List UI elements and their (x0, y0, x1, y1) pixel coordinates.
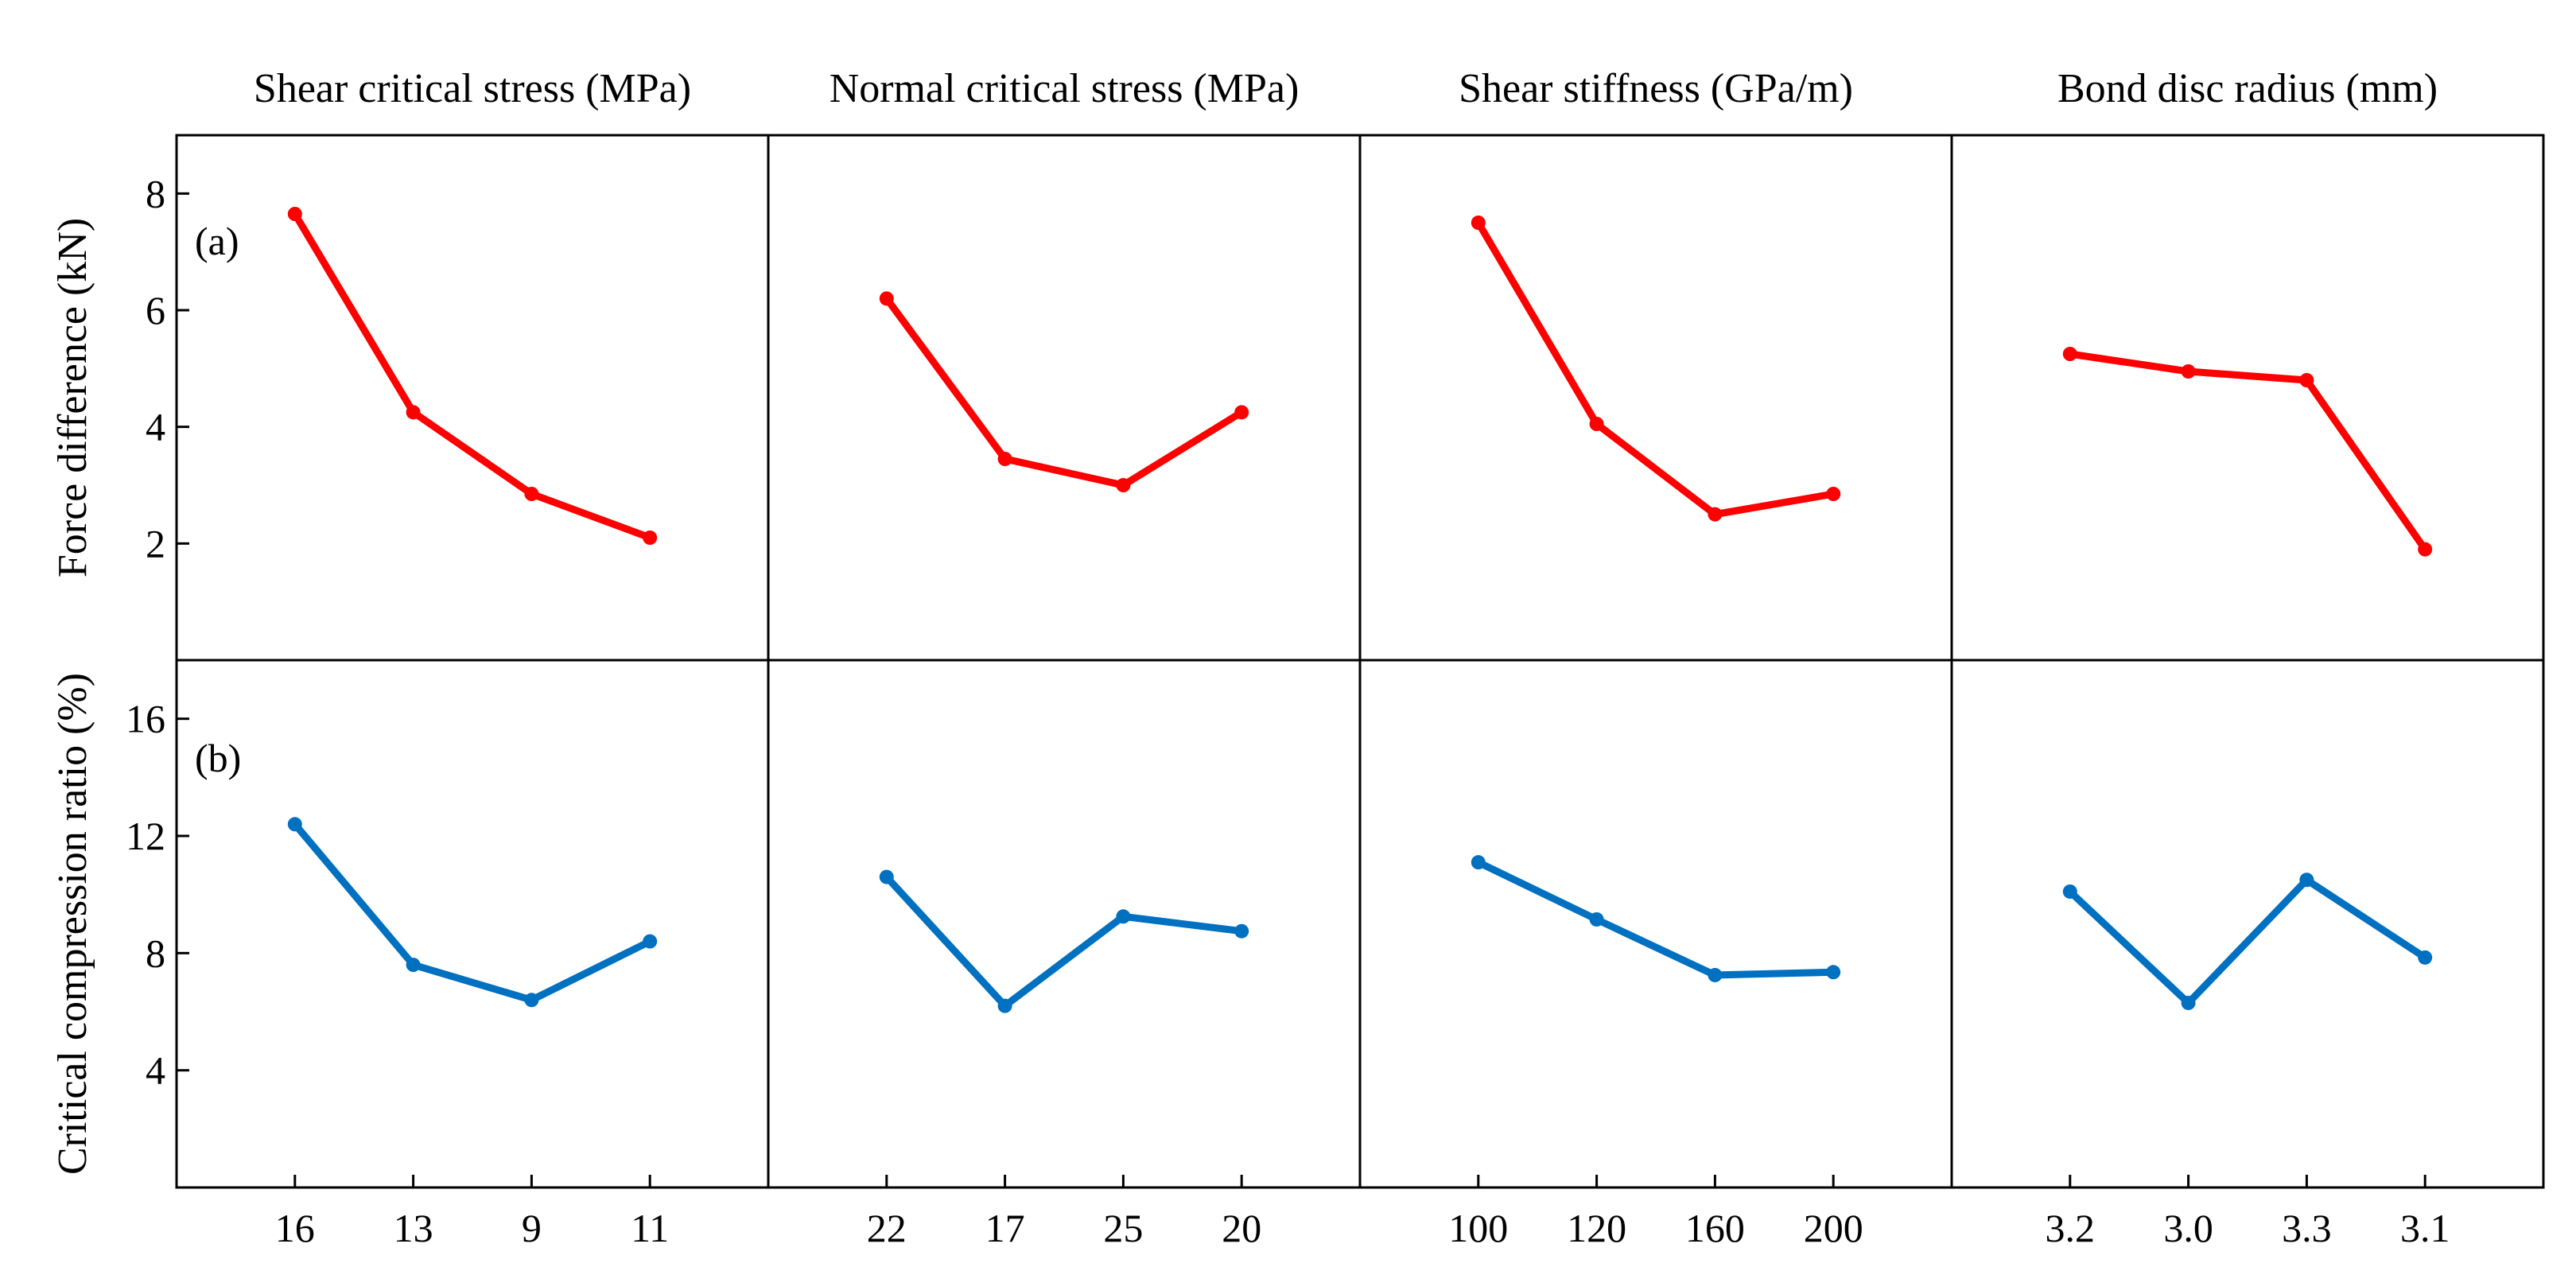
y-axis-title-force-difference: Force difference (kN) (50, 218, 95, 577)
x-tick-label: 3.3 (2282, 1206, 2332, 1250)
column-title-2: Normal critical stress (MPa) (830, 66, 1300, 111)
y-tick-label-top: 2 (146, 521, 165, 566)
compression-ratio-point (1234, 923, 1249, 939)
force-difference-point (1708, 507, 1723, 522)
x-tick-label: 3.1 (2400, 1206, 2450, 1250)
column-title-4: Bond disc radius (mm) (2057, 66, 2438, 111)
force-difference-line-3 (1474, 220, 1834, 519)
compression-ratio-point (287, 817, 302, 832)
force-difference-point (997, 452, 1012, 466)
y-tick-label-bottom: 8 (146, 931, 165, 975)
compression-ratio-point (524, 993, 539, 1008)
y-tick-label-top: 8 (146, 171, 165, 216)
column-title-3: Shear stiffness (GPa/m) (1459, 66, 1853, 111)
force-difference-point (406, 405, 421, 420)
force-difference-point (1826, 487, 1841, 501)
x-tick-label: 100 (1448, 1206, 1508, 1250)
force-difference-line-1 (291, 212, 651, 542)
panel-label-a: (a) (195, 219, 239, 263)
x-tick-label: 11 (631, 1206, 669, 1250)
compression-ratio-point (1589, 911, 1604, 927)
compression-ratio-point (1708, 967, 1723, 982)
column-title-1: Shear critical stress (MPa) (254, 66, 691, 111)
y-tick-label-bottom: 4 (146, 1048, 165, 1093)
force-difference-point (1234, 405, 1249, 420)
x-tick-label: 200 (1804, 1206, 1863, 1250)
force-difference-point (879, 291, 894, 306)
y-tick-label-bottom: 16 (126, 697, 165, 741)
force-difference-point (1589, 417, 1604, 431)
y-axis-title-compression-ratio: Critical compression ratio (%) (50, 673, 95, 1175)
compression-ratio-line-4 (2067, 876, 2427, 1007)
x-tick-label: 9 (522, 1206, 542, 1250)
compression-ratio-line-2 (884, 874, 1242, 1010)
compression-ratio-point (1471, 855, 1486, 870)
x-tick-label: 13 (394, 1206, 433, 1250)
compression-ratio-point (997, 998, 1012, 1013)
compression-ratio-line-3 (1476, 859, 1834, 979)
chart-marks (287, 207, 2433, 1013)
compression-ratio-point (643, 934, 658, 949)
compression-ratio-point (406, 958, 421, 973)
x-tick-label: 20 (1222, 1206, 1261, 1250)
compression-ratio-point (2062, 884, 2077, 899)
compression-ratio-line-1 (292, 822, 652, 1004)
force-difference-point (1116, 478, 1131, 492)
compression-ratio-point (2181, 995, 2196, 1010)
force-difference-point (2418, 542, 2433, 557)
force-difference-line-2 (884, 296, 1244, 489)
force-difference-line-4 (2069, 350, 2428, 552)
x-tick-label: 160 (1685, 1206, 1745, 1250)
force-difference-point (2062, 347, 2077, 361)
x-tick-label: 17 (985, 1206, 1025, 1250)
x-tick-label: 16 (275, 1206, 315, 1250)
compression-ratio-point (1116, 909, 1131, 924)
force-difference-point (287, 207, 302, 221)
x-tick-label: 22 (867, 1206, 907, 1250)
force-difference-point (2181, 364, 2196, 379)
force-difference-point (2299, 373, 2314, 387)
compression-ratio-point (1826, 965, 1841, 980)
compression-ratio-point (879, 869, 894, 884)
x-tick-label: 25 (1103, 1206, 1143, 1250)
chart-labels: 2 4 6 8 4 8 12 16 Force difference (kN) Critical … (50, 66, 2450, 1250)
force-difference-point (1471, 216, 1486, 230)
x-tick-label: 3.2 (2046, 1206, 2096, 1250)
compression-ratio-point (2299, 873, 2314, 888)
compression-ratio-point (2418, 950, 2433, 965)
y-tick-label-bottom: 12 (126, 814, 165, 858)
y-tick-label-top: 4 (146, 405, 165, 449)
force-difference-point (643, 531, 658, 545)
force-difference-point (524, 487, 539, 501)
x-tick-label: 3.0 (2163, 1206, 2213, 1250)
panel-label-b: (b) (195, 736, 241, 780)
y-tick-label-top: 6 (146, 288, 165, 332)
x-tick-label: 120 (1567, 1206, 1626, 1250)
panel-frames (175, 134, 2545, 1189)
